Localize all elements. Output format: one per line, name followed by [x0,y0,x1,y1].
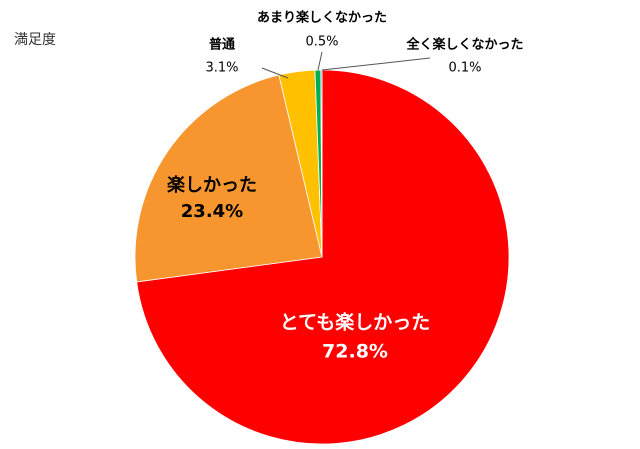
value-label: 0.1% [448,61,481,76]
leader-line [261,67,289,79]
labels: とても楽しかった 72.8% 楽しかった 23.4% 普通 3.1% あまり楽しくなかった 0… [167,10,524,363]
slice-label: とても楽しかった [280,311,430,334]
leader-line [317,51,323,71]
pie [134,69,510,445]
pie-slice [320,69,323,258]
slice-label: 全く楽しくなかった [405,37,523,53]
value-label: 3.1% [205,61,238,76]
slice-label: 楽しかった [167,174,257,196]
value-label: 0.5% [305,35,338,50]
pie-slice [134,74,323,283]
leader-line [321,57,431,71]
slice-label: 普通 [209,37,235,53]
value-label: 72.8% [322,341,388,363]
slice-label: あまり楽しくなかった [257,10,387,26]
pie-slice [136,69,510,445]
value-label: 23.4% [181,201,243,222]
chart-title: 満足度 [14,32,56,48]
